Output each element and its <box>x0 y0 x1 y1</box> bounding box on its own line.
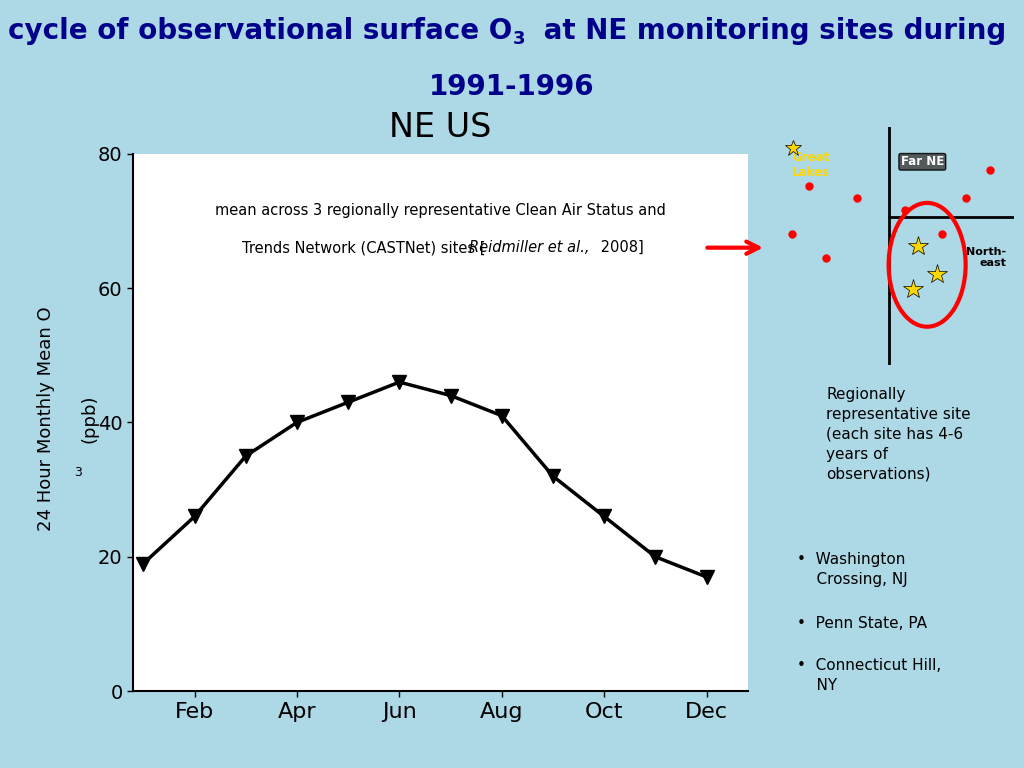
Text: 2008]: 2008] <box>596 240 643 255</box>
Text: North-
east: North- east <box>967 247 1007 269</box>
Text: mean across 3 regionally representative Clean Air Status and: mean across 3 regionally representative … <box>215 203 666 217</box>
Text: at NE monitoring sites during: at NE monitoring sites during <box>534 17 1006 45</box>
Text: Seasonal cycle of observational surface O: Seasonal cycle of observational surface … <box>0 17 512 45</box>
Text: 1991-1996: 1991-1996 <box>429 73 595 101</box>
Text: •  Washington
    Crossing, NJ: • Washington Crossing, NJ <box>797 551 908 587</box>
Text: Trends Network (CASTNet) sites [Reidmiller et al., 2008]: Trends Network (CASTNet) sites [Reidmill… <box>234 240 646 255</box>
Text: •  Connecticut Hill,
    NY: • Connecticut Hill, NY <box>797 658 941 693</box>
Title: NE US: NE US <box>389 111 492 144</box>
Text: Trends Network (CASTNet) sites [: Trends Network (CASTNet) sites [ <box>243 240 486 255</box>
Text: Reidmiller et al.,: Reidmiller et al., <box>469 240 589 255</box>
Text: Far NE: Far NE <box>901 155 944 168</box>
Text: Great
Lakes: Great Lakes <box>793 151 830 178</box>
Text: 3: 3 <box>513 30 525 48</box>
Text: 24 Hour Monthly Mean O: 24 Hour Monthly Mean O <box>37 306 55 531</box>
Text: •  Penn State, PA: • Penn State, PA <box>797 616 927 631</box>
Text: 3: 3 <box>74 466 82 478</box>
Text: (ppb): (ppb) <box>80 394 98 443</box>
Text: Regionally
representative site
(each site has 4-6
years of
observations): Regionally representative site (each sit… <box>826 387 971 482</box>
